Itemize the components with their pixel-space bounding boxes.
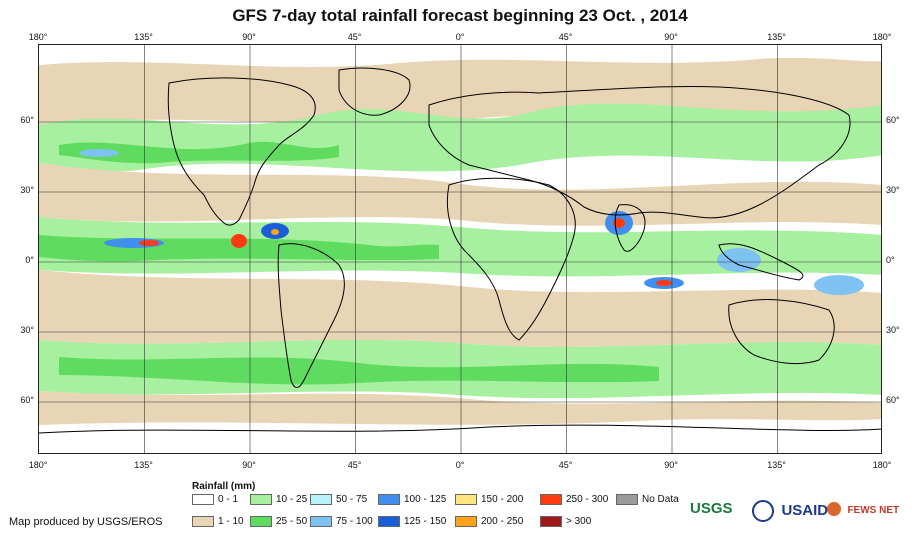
longitude-tick-top: 180° [872,32,892,42]
legend-swatch [250,494,272,505]
longitude-tick-bottom: 135° [767,460,786,470]
legend-label: 125 - 150 [404,516,447,527]
longitude-tick-bottom: 45° [558,460,573,470]
usaid-logo-text: USAID [781,502,829,520]
legend-label: 10 - 25 [276,494,308,505]
legend-label: 50 - 75 [336,494,368,505]
rainfall-map-canvas [39,45,881,453]
longitude-tick-top: 45° [558,32,573,42]
legend-swatch [250,516,272,527]
legend-swatch [378,494,400,505]
fewsnet-emblem-icon [827,501,841,516]
latitude-tick-left: 60° [20,395,34,405]
longitude-tick-bottom: 180° [872,460,892,470]
legend-swatch [455,494,477,505]
longitude-tick-top: 135° [134,32,153,42]
latitude-tick-right: 30° [886,185,900,195]
legend-label: 0 - 1 [218,494,239,505]
usaid-seal-icon [752,500,774,522]
longitude-tick-top: 180° [28,32,48,42]
longitude-tick-top: 135° [767,32,786,42]
longitude-tick-top: 45° [347,32,362,42]
longitude-tick-bottom: 180° [28,460,48,470]
legend-label: > 300 [566,516,592,527]
legend-label: 200 - 250 [481,516,524,527]
legend-swatch [616,494,638,505]
fewsnet-logo: FEWS NET [827,500,899,530]
longitude-tick-top: 0° [455,32,465,42]
latitude-tick-right: 60° [886,395,900,405]
usgs-logo-text: USGS [690,500,733,517]
map-credit: Map produced by USGS/EROS [9,516,163,528]
latitude-tick-right: 60° [886,115,900,125]
legend-label: 1 - 10 [218,516,244,527]
fewsnet-logo-text: FEWS NET [847,505,900,516]
legend-swatch [455,516,477,527]
usaid-logo: USAID [752,500,828,530]
longitude-tick-bottom: 90° [664,460,678,470]
latitude-tick-left: 60° [20,115,34,125]
legend-swatch [192,516,214,527]
longitude-tick-bottom: 135° [134,460,153,470]
longitude-tick-top: 90° [664,32,678,42]
usgs-logo: USGS [690,500,733,530]
legend-label: 25 - 50 [276,516,308,527]
latitude-tick-right: 30° [886,325,900,335]
longitude-tick-bottom: 90° [242,460,256,470]
legend-swatch [192,494,214,505]
legend-swatch [540,516,562,527]
latitude-tick-left: 30° [20,185,34,195]
legend-swatch [378,516,400,527]
longitude-tick-bottom: 45° [347,460,362,470]
rainfall-map [38,44,882,454]
latitude-tick-left: 30° [20,325,34,335]
legend-swatch [540,494,562,505]
legend-label: 75 - 100 [336,516,373,527]
legend-label: 250 - 300 [566,494,609,505]
legend-title: Rainfall (mm) [192,481,256,492]
longitude-tick-top: 90° [242,32,256,42]
longitude-tick-bottom: 0° [455,460,465,470]
legend-swatch [310,516,332,527]
legend-label: 100 - 125 [404,494,447,505]
legend-label: No Data [642,494,679,505]
latitude-tick-right: 0° [886,255,895,265]
latitude-tick-left: 0° [25,255,34,265]
legend-swatch [310,494,332,505]
map-title: GFS 7-day total rainfall forecast beginn… [232,6,688,25]
legend-label: 150 - 200 [481,494,524,505]
